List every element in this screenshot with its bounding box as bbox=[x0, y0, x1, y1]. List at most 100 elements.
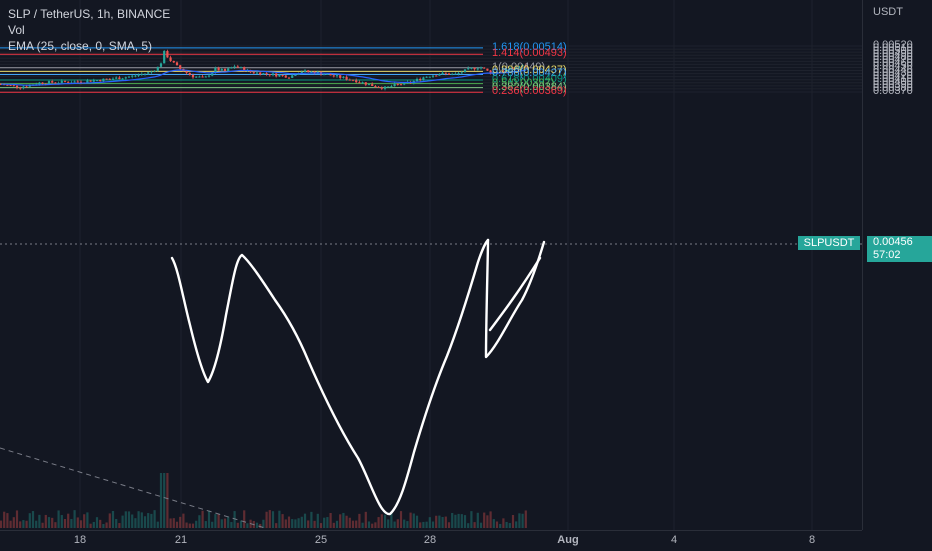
candle-body bbox=[108, 78, 111, 80]
volume-bar bbox=[243, 510, 246, 528]
volume-bar bbox=[22, 520, 25, 528]
candle-body bbox=[329, 73, 332, 76]
chart-grid bbox=[0, 0, 862, 530]
candle-body bbox=[131, 75, 134, 77]
candle-body bbox=[451, 73, 454, 75]
candle-body bbox=[153, 70, 156, 72]
candle-body bbox=[515, 67, 518, 69]
candle-body bbox=[348, 79, 351, 81]
candle-body bbox=[54, 82, 57, 84]
volume-bar bbox=[435, 515, 438, 528]
volume-bar bbox=[236, 522, 239, 528]
pattern-drawing-left bbox=[170, 238, 490, 516]
volume-bar bbox=[54, 522, 57, 528]
candle-body bbox=[521, 65, 524, 67]
volume-bar bbox=[73, 510, 76, 528]
candle-body bbox=[38, 82, 41, 85]
candle-body bbox=[505, 69, 508, 72]
candle-body bbox=[355, 80, 358, 83]
candle-body bbox=[380, 87, 383, 89]
candle-body bbox=[403, 82, 406, 85]
volume-bar bbox=[473, 522, 476, 528]
price-tick-label: 0.00510 bbox=[873, 42, 913, 55]
volume-bar bbox=[521, 513, 524, 528]
candle-body bbox=[150, 71, 153, 73]
candle-body bbox=[351, 79, 355, 81]
price-tick-label: 0.00470 bbox=[873, 54, 913, 67]
volume-bar bbox=[454, 514, 457, 528]
candle-body bbox=[207, 75, 211, 77]
volume-bar bbox=[495, 521, 499, 528]
candle-body bbox=[118, 77, 121, 80]
candle-body bbox=[275, 73, 278, 77]
candle-body bbox=[470, 67, 473, 69]
volume-bar bbox=[31, 511, 35, 528]
volume-bar bbox=[86, 512, 89, 528]
volume-bar bbox=[444, 516, 447, 528]
volume-bar bbox=[409, 512, 412, 528]
time-axis[interactable]: 18 21 25 28 Aug 4 8 bbox=[0, 530, 862, 551]
volume-indicator-label[interactable]: Vol bbox=[8, 23, 25, 37]
candle-body bbox=[6, 84, 9, 86]
time-tick-label: 25 bbox=[314, 534, 328, 546]
volume-bar bbox=[179, 516, 182, 528]
fib-level-label: 0.886(0.00437) bbox=[492, 64, 567, 77]
volume-bar bbox=[502, 518, 505, 528]
volume-bar bbox=[79, 520, 83, 528]
currency-label: USDT bbox=[873, 6, 903, 18]
candle-body bbox=[278, 74, 281, 77]
volume-bar bbox=[358, 513, 361, 528]
candle-body bbox=[73, 81, 76, 83]
symbol-title[interactable]: SLP / TetherUS, 1h, BINANCE bbox=[8, 7, 171, 21]
volume-bar bbox=[294, 519, 297, 528]
candle-body bbox=[137, 74, 140, 76]
candle-body bbox=[51, 81, 54, 83]
candle-body bbox=[281, 74, 284, 76]
volume-bar bbox=[127, 511, 131, 528]
fib-level-label: 1.414(0.00493) bbox=[492, 47, 567, 60]
candle-body bbox=[438, 74, 441, 76]
volume-bar bbox=[351, 520, 355, 528]
candle-body bbox=[502, 71, 505, 73]
volume-bar bbox=[463, 515, 467, 528]
candle-body bbox=[268, 74, 271, 76]
volume-bar bbox=[201, 510, 204, 528]
volume-bar bbox=[230, 522, 233, 528]
candle-body bbox=[511, 67, 515, 69]
candle-body bbox=[217, 67, 220, 71]
volume-bar bbox=[12, 517, 15, 528]
volume-bar bbox=[483, 512, 486, 528]
candle-body bbox=[223, 69, 227, 71]
volume-bar bbox=[422, 521, 425, 528]
volume-bar bbox=[275, 523, 278, 528]
volume-bar bbox=[367, 521, 371, 528]
candle-body bbox=[499, 71, 502, 73]
price-chart[interactable] bbox=[0, 0, 862, 530]
volume-bar bbox=[185, 522, 188, 528]
volume-bar bbox=[163, 473, 166, 528]
ema-indicator-label[interactable]: EMA (25, close, 0, SMA, 5) bbox=[8, 39, 153, 53]
price-tick-label: 0.00370 bbox=[873, 84, 913, 97]
price-axis[interactable]: USDT 0.00520 0.00510 0.00500 0.00490 0.00480… bbox=[862, 0, 932, 530]
volume-bar bbox=[348, 517, 351, 528]
candle-body bbox=[163, 50, 166, 64]
volume-bar bbox=[246, 523, 249, 528]
volume-bar bbox=[399, 511, 403, 528]
candle-body bbox=[371, 84, 374, 86]
candle-body bbox=[95, 80, 99, 82]
price-tick-label: 0.00490 bbox=[873, 48, 913, 61]
price-tick-label: 0.00500 bbox=[873, 45, 913, 58]
candle-body bbox=[358, 82, 361, 84]
volume-bar bbox=[342, 512, 345, 528]
volume-bar bbox=[511, 515, 515, 528]
candle-body bbox=[121, 78, 124, 80]
candle-body bbox=[41, 82, 44, 84]
candle-body bbox=[243, 67, 246, 72]
volume-bar bbox=[425, 521, 428, 528]
volume-bar bbox=[211, 521, 214, 528]
fib-level-label: 1.618(0.00514) bbox=[492, 40, 567, 53]
volume-bar bbox=[268, 510, 271, 528]
candle-body bbox=[255, 72, 259, 74]
volume-bar bbox=[57, 510, 60, 528]
volume-bar bbox=[47, 517, 51, 528]
